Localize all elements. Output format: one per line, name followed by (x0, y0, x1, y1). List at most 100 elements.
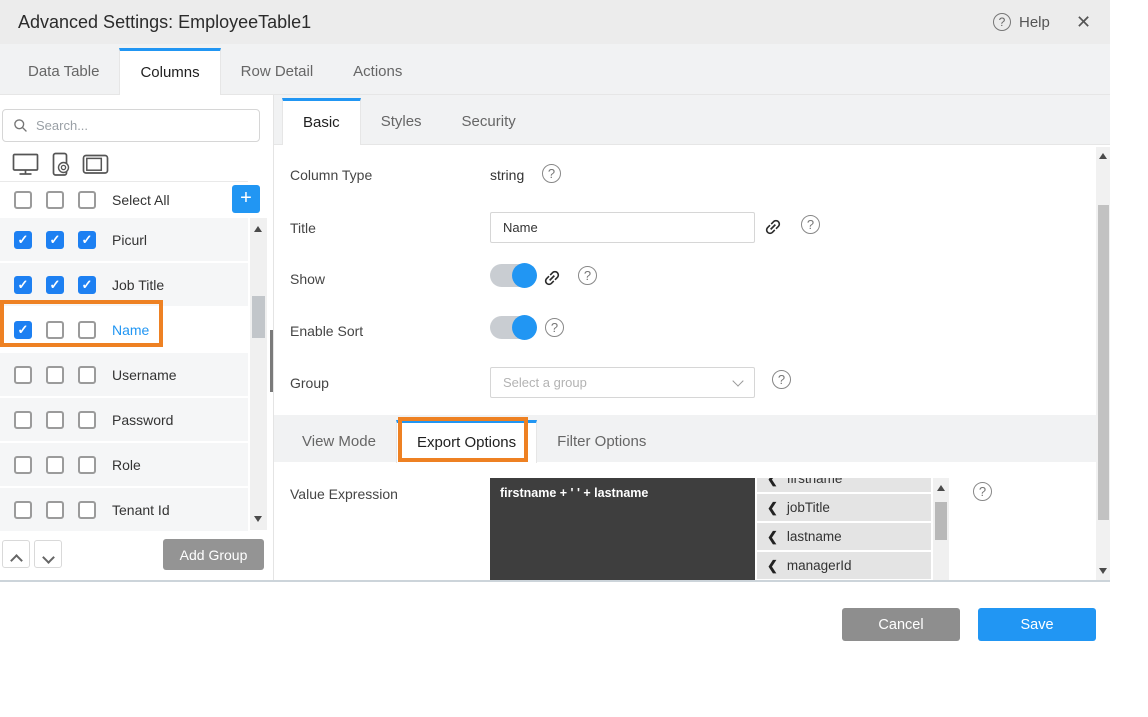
show-toggle[interactable] (490, 263, 537, 288)
expression-field-list: ❮ firstname ❮ jobTitle ❮ lastname ❮ managerI… (757, 478, 931, 580)
visibility-checkbox-desktop[interactable]: ✓ (14, 230, 32, 249)
group-label: Group (290, 375, 329, 391)
select-all-checkbox-desktop[interactable]: ✓ (14, 191, 32, 209)
visibility-checkbox-mobile[interactable]: ✓ (46, 410, 64, 429)
column-row-username[interactable]: ✓ ✓ ✓ Username (0, 353, 248, 396)
column-row-picurl[interactable]: ✓ ✓ ✓ Picurl (0, 218, 248, 261)
value-expression-editor[interactable]: firstname + ' ' + lastname (490, 478, 755, 580)
visibility-checkbox-mobile[interactable]: ✓ (46, 500, 64, 519)
sidebar-scrollbar[interactable] (250, 218, 267, 530)
field-list-scrollbar[interactable] (933, 478, 949, 580)
visibility-checkbox-tablet[interactable]: ✓ (78, 230, 96, 249)
visibility-checkbox-mobile[interactable]: ✓ (46, 365, 64, 384)
chevron-down-icon (41, 551, 55, 564)
group-select[interactable]: Select a group (490, 367, 755, 398)
visibility-checkbox-desktop[interactable]: ✓ (14, 455, 32, 474)
column-row-role[interactable]: ✓ ✓ ✓ Role (0, 443, 248, 486)
tab-export-options[interactable]: Export Options (395, 420, 538, 463)
move-up-button[interactable] (2, 540, 30, 568)
column-row-password[interactable]: ✓ ✓ ✓ Password (0, 398, 248, 441)
visibility-checkbox-tablet[interactable]: ✓ (78, 275, 96, 294)
search-icon (14, 119, 27, 132)
mobile-icon[interactable] (51, 152, 70, 177)
visibility-checkbox-tablet[interactable]: ✓ (78, 410, 96, 429)
title-help-icon[interactable]: ? (801, 215, 820, 234)
tab-data-table[interactable]: Data Table (28, 63, 100, 80)
field-item-firstname[interactable]: ❮ firstname (757, 478, 931, 492)
visibility-checkbox-desktop[interactable]: ✓ (14, 365, 32, 384)
scrollbar-thumb[interactable] (935, 502, 947, 540)
visibility-checkbox-tablet[interactable]: ✓ (78, 500, 96, 519)
field-item-lastname[interactable]: ❮ lastname (757, 523, 931, 550)
tab-styles[interactable]: Styles (380, 113, 422, 130)
enable-sort-toggle[interactable] (490, 315, 537, 340)
scroll-down-icon[interactable] (1098, 568, 1107, 574)
visibility-checkbox-mobile[interactable]: ✓ (46, 275, 64, 294)
visibility-checkbox-tablet[interactable]: ✓ (78, 455, 96, 474)
save-button[interactable]: Save (978, 608, 1096, 641)
search-box (2, 109, 260, 142)
panel-scrollbar[interactable] (1096, 147, 1110, 580)
tab-filter-options[interactable]: Filter Options (557, 433, 647, 450)
show-help-icon[interactable]: ? (578, 266, 597, 285)
add-column-button[interactable]: + (232, 185, 260, 213)
search-input[interactable] (36, 118, 249, 133)
visibility-checkbox-desktop[interactable]: ✓ (14, 320, 32, 339)
tab-security[interactable]: Security (461, 113, 516, 130)
field-item-managerid[interactable]: ❮ managerId (757, 552, 931, 579)
field-label: firstname (786, 478, 843, 486)
cancel-button[interactable]: Cancel (842, 608, 960, 641)
visibility-checkbox-tablet[interactable]: ✓ (78, 365, 96, 384)
group-help-icon[interactable]: ? (772, 370, 791, 389)
dialog-titlebar: Advanced Settings: EmployeeTable1 ? Help… (0, 0, 1110, 44)
field-item-jobtitle[interactable]: ❮ jobTitle (757, 494, 931, 521)
tab-columns[interactable]: Columns (119, 48, 221, 95)
visibility-checkbox-desktop[interactable]: ✓ (14, 410, 32, 429)
scroll-up-icon[interactable] (1098, 153, 1107, 159)
move-down-button[interactable] (34, 540, 62, 568)
visibility-checkbox-mobile[interactable]: ✓ (46, 320, 64, 339)
tab-row-detail[interactable]: Row Detail (240, 63, 314, 80)
tablet-icon[interactable] (82, 154, 109, 175)
column-type-label: Column Type (290, 167, 373, 183)
column-row-name[interactable]: ✓ ✓ ✓ Name (0, 308, 248, 351)
field-label: jobTitle (786, 500, 830, 515)
enable-sort-label: Enable Sort (290, 323, 364, 339)
visibility-checkbox-desktop[interactable]: ✓ (14, 500, 32, 519)
chevron-left-icon: ❮ (767, 528, 778, 544)
link-icon[interactable] (759, 213, 787, 241)
visibility-checkbox-mobile[interactable]: ✓ (46, 455, 64, 474)
title-input[interactable] (490, 212, 755, 243)
select-all-row: ✓ ✓ ✓ Select All (0, 183, 248, 217)
desktop-icon[interactable] (12, 153, 39, 176)
scroll-up-icon[interactable] (254, 226, 262, 232)
value-expression-help-icon[interactable]: ? (973, 482, 992, 501)
visibility-checkbox-tablet[interactable]: ✓ (78, 320, 96, 339)
add-group-button[interactable]: Add Group (163, 539, 264, 570)
visibility-checkbox-mobile[interactable]: ✓ (46, 230, 64, 249)
scrollbar-thumb[interactable] (1097, 205, 1109, 520)
group-select-placeholder: Select a group (503, 375, 587, 390)
column-row-tenant-id[interactable]: ✓ ✓ ✓ Tenant Id (0, 488, 248, 531)
select-all-checkbox-mobile[interactable]: ✓ (46, 191, 64, 209)
help-button[interactable]: ? Help (993, 0, 1050, 44)
tab-actions[interactable]: Actions (353, 63, 403, 80)
scroll-up-icon[interactable] (936, 485, 945, 491)
column-label: Tenant Id (112, 501, 170, 518)
chevron-up-icon (9, 553, 23, 567)
select-all-checkbox-tablet[interactable]: ✓ (78, 191, 96, 209)
select-all-label: Select All (112, 192, 170, 208)
column-row-job-title[interactable]: ✓ ✓ ✓ Job Title (0, 263, 248, 306)
visibility-checkbox-desktop[interactable]: ✓ (14, 275, 32, 294)
close-icon[interactable]: ✕ (1076, 12, 1092, 32)
scroll-down-icon[interactable] (254, 516, 262, 522)
content-footer-divider (0, 580, 1110, 582)
enable-sort-help-icon[interactable]: ? (545, 318, 564, 337)
link-icon[interactable] (538, 264, 566, 292)
tab-basic[interactable]: Basic (282, 98, 361, 145)
main-tabbar: Data Table Columns Row Detail Actions (0, 44, 1110, 95)
scrollbar-thumb[interactable] (252, 296, 265, 338)
panel-resize-handle[interactable] (270, 330, 273, 392)
column-type-help-icon[interactable]: ? (542, 164, 561, 183)
tab-view-mode[interactable]: View Mode (302, 433, 376, 450)
